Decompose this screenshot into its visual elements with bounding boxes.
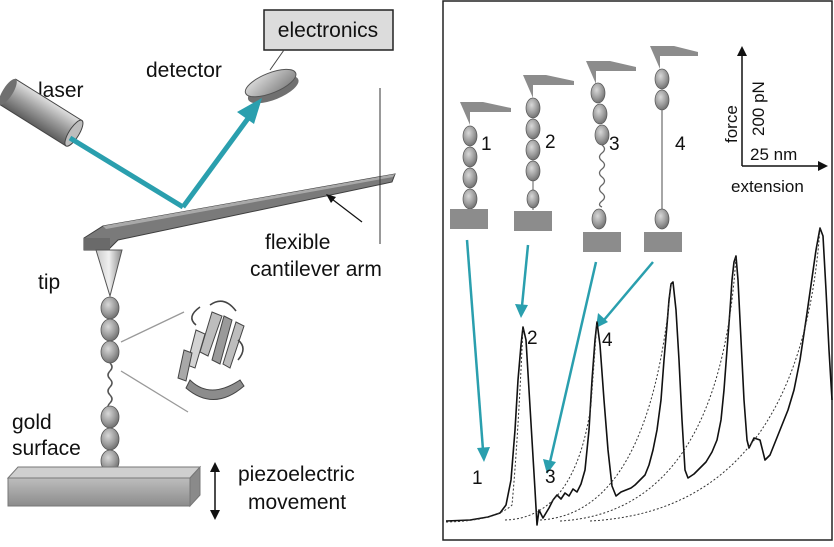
- electronics-box: electronics: [263, 9, 394, 51]
- left-panel: electronics detector laser: [0, 9, 396, 520]
- electronics-label: electronics: [278, 19, 378, 42]
- peak-label-1: 1: [472, 468, 483, 489]
- unfolding-stage-2: 2: [514, 75, 574, 231]
- reflected-beam: [180, 111, 255, 209]
- scale-bar: force 200 pN 25 nm extension: [722, 46, 828, 196]
- unfolding-stage-3: 3: [583, 61, 636, 252]
- cantilever-label-2: cantilever arm: [250, 258, 382, 281]
- stage-label-3: 3: [609, 134, 620, 155]
- tip-label: tip: [38, 271, 60, 294]
- protein-ribbon-icon: [177, 300, 245, 400]
- laser-label: laser: [38, 79, 84, 102]
- stage-arrowheads: [477, 304, 608, 474]
- detector-label: detector: [146, 59, 222, 82]
- gold-label-2: surface: [12, 437, 81, 460]
- unfolding-stage-4: 4: [644, 46, 698, 252]
- piezo-label-2: movement: [248, 491, 346, 514]
- zoom-line-top: [120, 311, 185, 343]
- stage-label-4: 4: [675, 134, 686, 155]
- cantilever-label-1: flexible: [265, 231, 330, 254]
- protein-chain: [100, 296, 120, 473]
- arrow-stage2: [520, 244, 530, 307]
- right-panel: 1 2 3: [442, 0, 833, 541]
- arrow-stage3: [548, 261, 598, 463]
- stage-arrows: [465, 239, 654, 463]
- peak-label-4: 4: [602, 330, 613, 351]
- right-panel-frame: [442, 0, 833, 541]
- wlc-fit-curves: [445, 227, 821, 523]
- incident-beam: [68, 135, 185, 210]
- afm-tip: [95, 249, 123, 298]
- cantilever-pointer-head: [326, 194, 336, 203]
- zoom-line-bottom: [120, 370, 189, 413]
- peak-label-2: 2: [527, 328, 538, 349]
- unfolding-stage-1: 1: [450, 102, 511, 229]
- stage-label-1: 1: [481, 134, 492, 155]
- arrow-stage4: [603, 261, 654, 321]
- reflected-beam-arrowhead: [237, 98, 262, 124]
- electronics-wire: [269, 49, 285, 71]
- stage-label-2: 2: [545, 132, 556, 153]
- gold-surface: [6, 465, 202, 508]
- force-trace: [445, 227, 833, 526]
- cantilever-arm: [83, 173, 396, 251]
- peak-label-3: 3: [545, 467, 556, 488]
- arrow-stage1: [465, 239, 485, 451]
- axis-extension-label: extension: [731, 177, 804, 196]
- axis-force-label: force: [722, 105, 741, 143]
- detector-dish: [244, 68, 299, 104]
- piezo-label-1: piezoelectric: [238, 463, 355, 486]
- double-arrow-icon: [210, 462, 220, 520]
- scale-extension-label: 25 nm: [750, 145, 797, 164]
- gold-label-1: gold: [12, 411, 52, 434]
- scale-force-label: 200 pN: [749, 81, 768, 136]
- cantilever-pointer: [327, 195, 363, 223]
